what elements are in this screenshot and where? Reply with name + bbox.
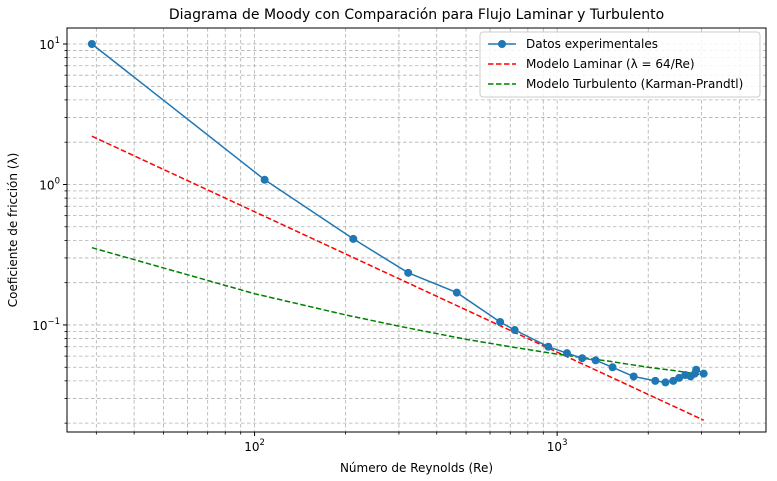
data-point xyxy=(496,317,505,326)
legend: Datos experimentales Modelo Laminar (λ = … xyxy=(479,31,761,98)
data-point xyxy=(661,378,670,387)
data-point xyxy=(651,376,660,385)
x-tick-label: 103 xyxy=(547,438,568,454)
data-point xyxy=(591,356,600,365)
series-layer xyxy=(87,40,708,421)
data-point xyxy=(578,354,587,363)
y-tick-label: 101 xyxy=(39,36,60,52)
legend-label: Datos experimentales xyxy=(526,37,658,51)
legend-box xyxy=(479,31,761,98)
x-axis-label: Número de Reynolds (Re) xyxy=(340,461,493,475)
data-point xyxy=(608,363,617,372)
grid xyxy=(67,28,766,432)
series-line-2 xyxy=(91,246,704,376)
data-point xyxy=(452,288,461,297)
data-point xyxy=(699,369,708,378)
data-point xyxy=(544,342,553,351)
x-tick-label: 102 xyxy=(244,438,265,454)
series-line-1 xyxy=(91,135,705,421)
data-point xyxy=(87,40,96,49)
y-tick-label: 100 xyxy=(39,176,60,192)
x-axis-ticks: 102 103 xyxy=(95,432,740,454)
data-point xyxy=(404,268,413,277)
data-point xyxy=(260,175,269,184)
chart-title: Diagrama de Moody con Comparación para F… xyxy=(169,7,664,23)
legend-marker xyxy=(498,40,506,48)
y-axis-label: Coeficiente de fricción (λ) xyxy=(6,153,20,308)
data-point xyxy=(675,373,684,382)
data-point xyxy=(349,234,358,243)
data-point xyxy=(692,365,701,374)
data-point xyxy=(563,349,572,358)
legend-label: Modelo Laminar (λ = 64/Re) xyxy=(526,57,695,71)
data-point xyxy=(510,326,519,335)
y-tick-label: 10−1 xyxy=(32,317,60,333)
y-axis-ticks: 10−1 100 101 xyxy=(32,36,67,424)
legend-label: Modelo Turbulento (Karman-Prandtl) xyxy=(526,77,743,91)
plot-area xyxy=(66,27,767,433)
data-point xyxy=(629,372,638,381)
